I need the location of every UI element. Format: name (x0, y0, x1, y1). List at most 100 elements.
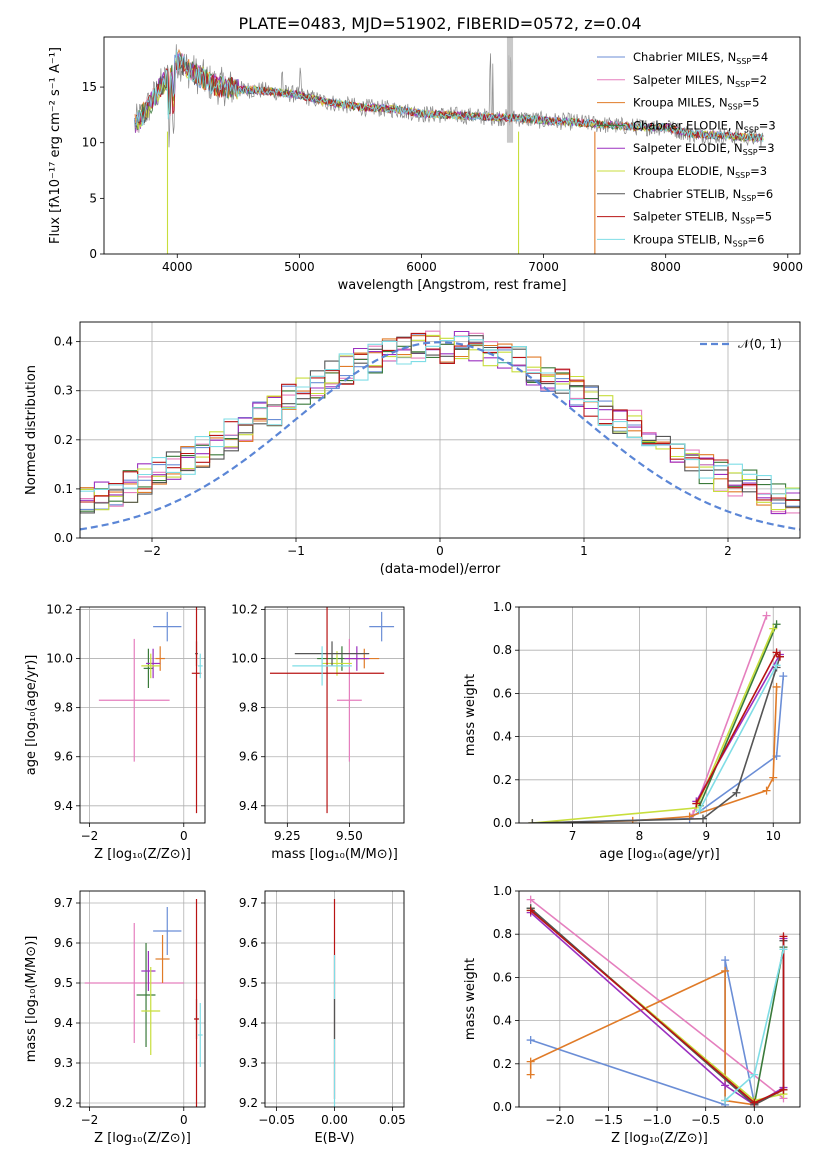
y-tick-label: 0.0 (54, 531, 73, 545)
legend-entry: Kroupa STELIB, NSSP=6 (633, 232, 764, 248)
y-tick-label: 10 (82, 136, 97, 150)
histogram-series (80, 336, 800, 495)
x-tick-label: 2 (724, 544, 732, 558)
y-tick-label: 9.7 (54, 896, 73, 910)
x-tick-label: 9 (703, 829, 711, 843)
y-tick-label: 9.6 (54, 936, 73, 950)
residual-legend: 𝒩(0, 1) (700, 337, 782, 351)
x-tick-label: 8 (636, 829, 644, 843)
weight-marker (772, 620, 781, 629)
weight-vs-age-lines (528, 611, 788, 823)
y-tick-label: 5 (89, 191, 97, 205)
y-tick-label: 0 (89, 247, 97, 261)
x-axis-label: E(B-V) (314, 1131, 354, 1146)
legend-nssp: =6 (748, 232, 765, 246)
y-axis-label: Flux [fλ10⁻¹⁷ erg cm⁻² s⁻¹ A⁻¹] (48, 47, 63, 244)
axes-frame (264, 606, 405, 824)
y-tick-label: 0.4 (493, 730, 512, 744)
legend-nssp: =2 (750, 73, 767, 87)
x-tick-label: 9000 (773, 260, 804, 274)
x-tick-label: 0 (180, 1113, 188, 1127)
axes-frame (518, 606, 801, 824)
y-tick-label: 1.0 (493, 884, 512, 898)
weight-marker (526, 1070, 535, 1079)
x-tick-label: 4000 (162, 260, 193, 274)
axes-frame (518, 890, 801, 1108)
weight-series-line (692, 615, 768, 815)
legend-subscript: SSP (744, 125, 759, 134)
x-axis-label: (data-model)/error (380, 562, 501, 577)
age-vs-mass-errorbars (269, 607, 395, 814)
age-vs-mass-axes: 9.25 9.50 9.4 9.6 9.8 10.0 10.2 mass [log₁₀(M/M… (231, 602, 404, 862)
legend-subscript: SSP (736, 57, 751, 66)
y-tick-label: 10.0 (231, 652, 258, 666)
y-tick-label: 0.6 (493, 686, 512, 700)
legend-entry: Chabrier ELODIE, NSSP=3 (633, 118, 776, 134)
x-tick-label: 9.25 (274, 829, 301, 843)
x-tick-label: −2.0 (545, 1113, 574, 1127)
x-axis-label: Z [log₁₀(Z/Z⊙)] (94, 1131, 191, 1146)
y-tick-label: 0.2 (54, 433, 73, 447)
x-tick-label: 5000 (284, 260, 315, 274)
legend-subscript: SSP (735, 80, 750, 89)
histogram-steps (80, 330, 800, 531)
x-tick-label: 7000 (528, 260, 559, 274)
y-tick-label: 9.6 (54, 750, 73, 764)
residuals-axes: −2 −1 0 1 2 0.0 0.1 0.2 0.3 0.4 (data-model)/error… (24, 322, 800, 577)
weight-vs-Z-lines (526, 895, 788, 1107)
weight-marker (750, 1070, 759, 1079)
y-tick-label: 10.2 (231, 602, 258, 616)
x-tick-label: 0 (180, 829, 188, 843)
weight-vs-age-axes: 7 8 9 10 0.0 0.2 0.4 0.6 0.8 1.0 age [log₁₀(age/yr… (463, 600, 800, 862)
y-tick-label: 9.4 (239, 799, 258, 813)
axes-frame (103, 36, 801, 255)
x-tick-label: 1 (580, 544, 588, 558)
y-axis-label: mass [log₁₀(M/M⊙)] (24, 936, 39, 1063)
legend-subscript: SSP (741, 194, 756, 203)
figure-title: PLATE=0483, MJD=51902, FIBERID=0572, z=0… (238, 14, 641, 33)
legend-nssp: =4 (751, 50, 768, 64)
x-tick-label: 7 (569, 829, 577, 843)
weight-marker (772, 648, 781, 657)
y-tick-label: 9.6 (239, 750, 258, 764)
legend-nssp: =3 (758, 141, 775, 155)
x-tick-label: 0.0 (745, 1113, 764, 1127)
x-tick-label: 6000 (406, 260, 437, 274)
normal-curve (80, 341, 800, 531)
x-tick-label: 9.50 (336, 829, 363, 843)
weight-marker (698, 814, 707, 823)
y-tick-label: 9.8 (54, 701, 73, 715)
y-tick-label: 9.8 (239, 701, 258, 715)
y-axis-label: age [log₁₀(age/yr)] (24, 655, 39, 776)
y-tick-label: 9.4 (54, 799, 73, 813)
x-tick-label: −2 (81, 829, 99, 843)
weight-marker (721, 1096, 730, 1105)
weight-marker (769, 624, 778, 633)
x-axis-label: age [log₁₀(age/yr)] (599, 847, 720, 862)
weight-marker (526, 895, 535, 904)
x-tick-label: 0 (436, 544, 444, 558)
model-spectrum-line (136, 50, 764, 143)
x-axis-label: wavelength [Angstrom, rest frame] (338, 278, 567, 293)
weight-marker (779, 1085, 788, 1094)
legend-nssp: =5 (743, 96, 760, 110)
weight-marker (692, 799, 701, 808)
y-tick-label: 0.1 (54, 482, 73, 496)
legend-subscript: SSP (743, 148, 758, 157)
axes-frame (79, 890, 206, 1108)
weight-marker (695, 806, 704, 815)
histogram-series (80, 332, 800, 503)
legend-subscript: SSP (735, 171, 750, 180)
y-tick-label: 0.4 (54, 335, 73, 349)
axes-frame (79, 606, 206, 824)
y-tick-label: 15 (82, 80, 97, 94)
legend-entry: Salpeter ELODIE, NSSP=3 (633, 141, 775, 157)
legend-entry: Chabrier STELIB, NSSP=6 (633, 187, 773, 203)
weight-marker (721, 966, 730, 975)
y-tick-label: 9.2 (239, 1096, 258, 1110)
y-tick-label: 0.3 (54, 384, 73, 398)
weight-marker (772, 661, 781, 670)
legend-nssp: =6 (756, 187, 773, 201)
